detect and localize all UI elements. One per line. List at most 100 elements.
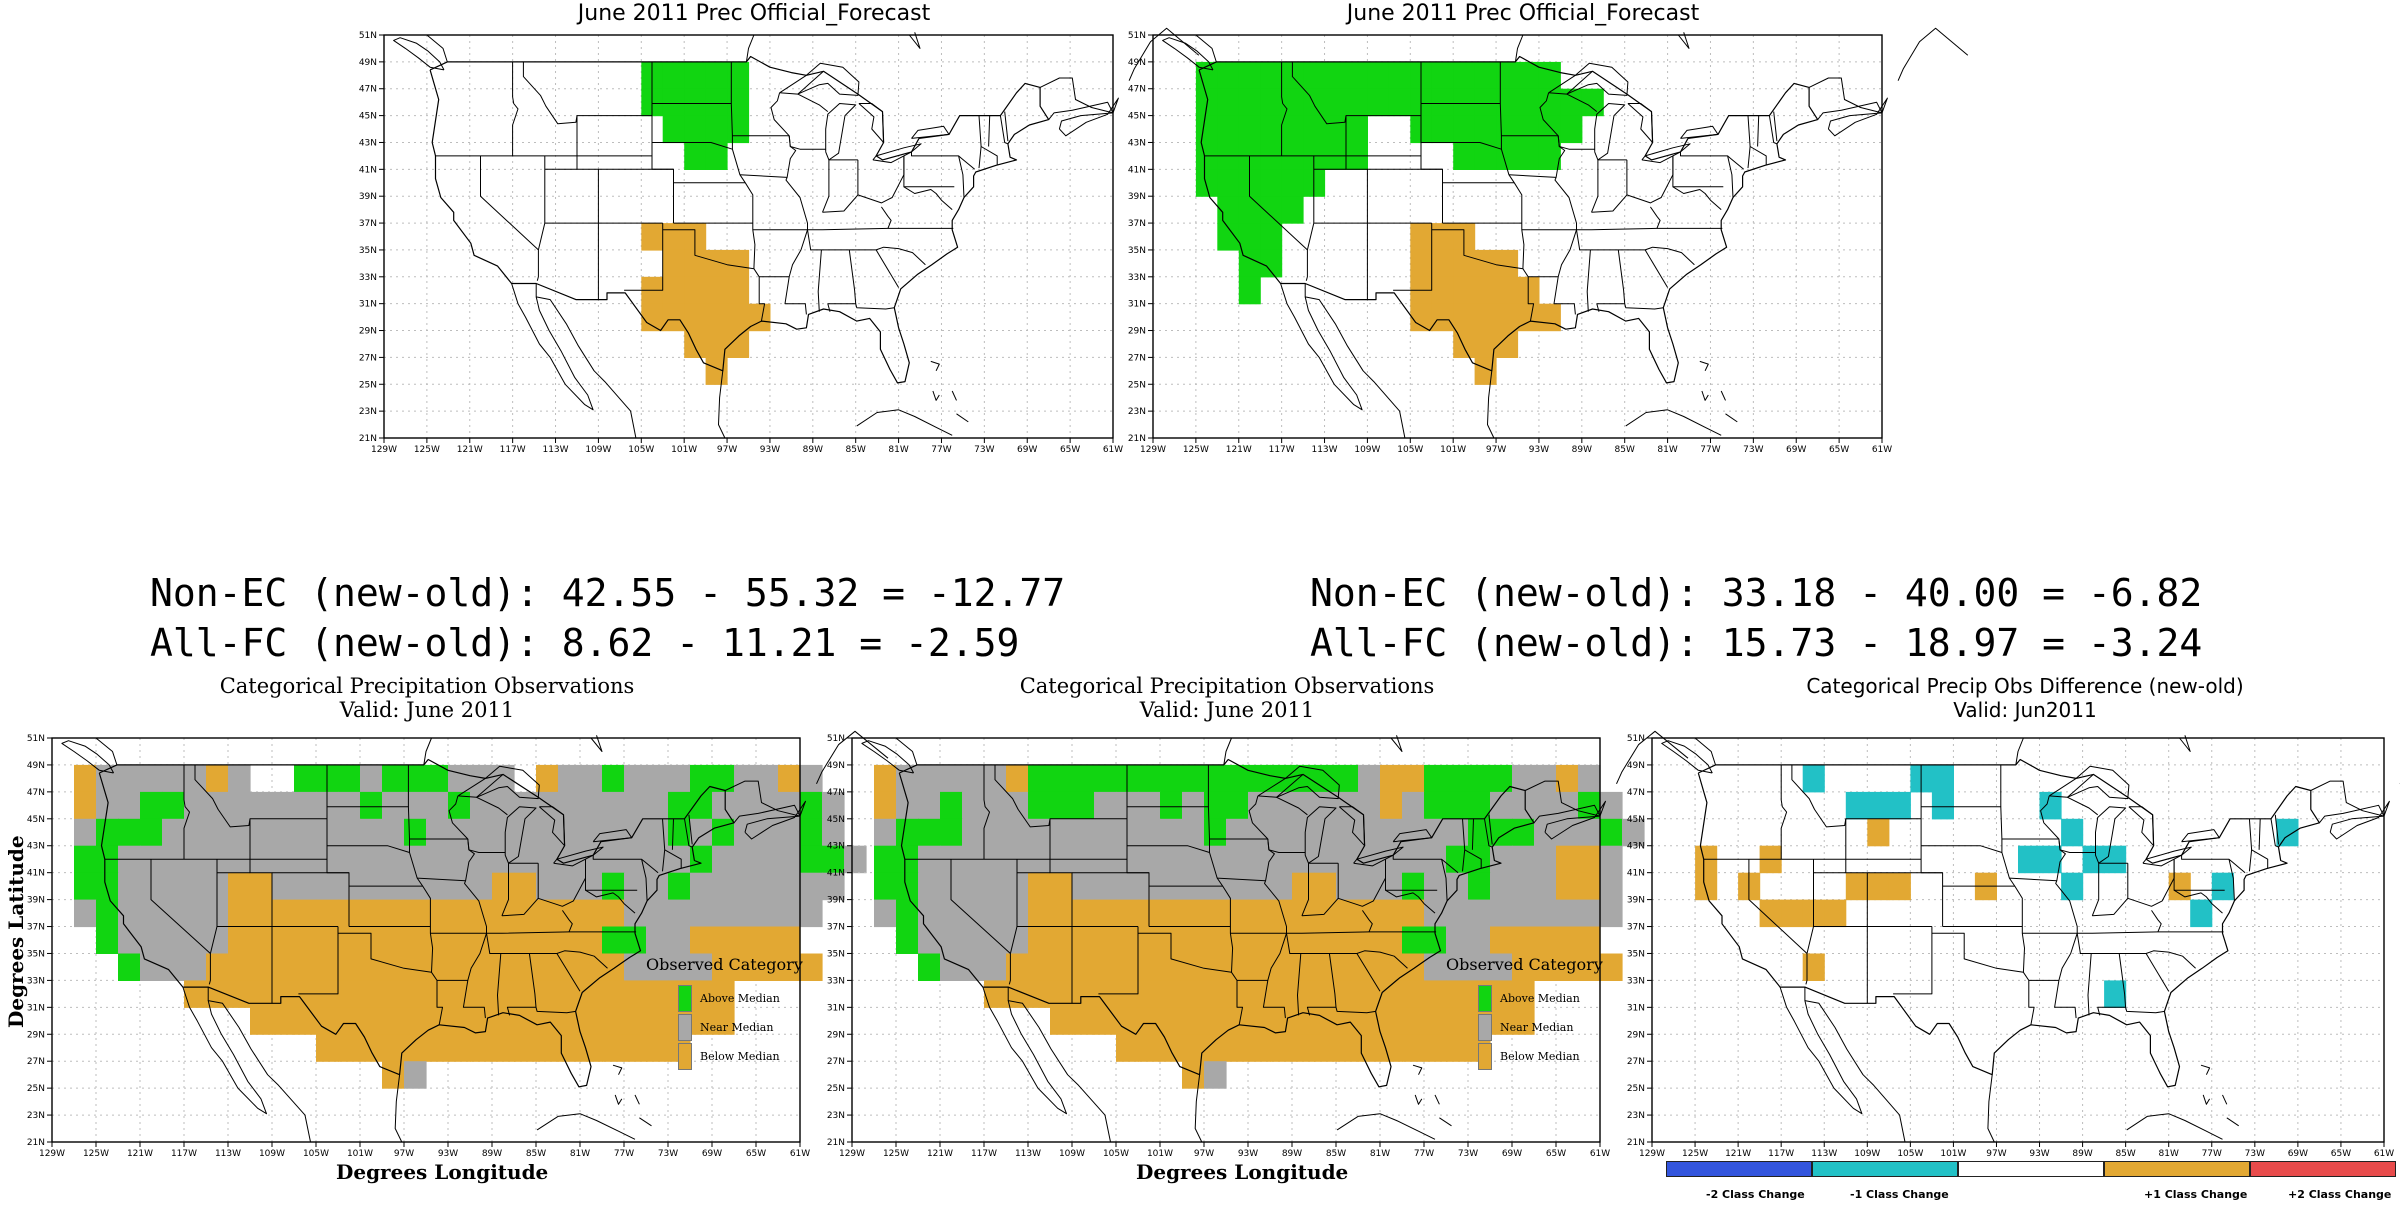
grid-cell: [580, 791, 603, 820]
grid-cell: [338, 845, 361, 874]
lon-tick-label: 109W: [1354, 445, 1380, 455]
grid-cell: [426, 953, 449, 981]
grid-cell: [1490, 953, 1513, 981]
stats-right-line-1: Non-EC (new-old): 33.18 - 40.00 = -6.82: [1310, 571, 2203, 615]
grid-cell: [662, 223, 685, 251]
colorbar-labels: -2 Class Change -1 Class Change +1 Class…: [1666, 1188, 2396, 1204]
grid-cell: [1248, 1007, 1271, 1035]
grid-cell: [1248, 845, 1271, 874]
grid-cell: [1474, 303, 1497, 332]
state-border: [183, 764, 190, 860]
lat-tick-label: 25N: [1627, 1084, 1645, 1094]
coastline: [745, 34, 755, 62]
grid-cell: [734, 764, 757, 793]
great-lake: [553, 846, 604, 867]
coastline: [2179, 735, 2191, 752]
grid-cell: [1182, 818, 1205, 847]
lat-tick-label: 33N: [359, 273, 377, 283]
grid-cell: [822, 872, 845, 901]
grid-cell: [1358, 872, 1381, 901]
grid-cell: [536, 872, 559, 901]
grid-cell: [338, 953, 361, 981]
grid-cell: [918, 764, 941, 793]
coastline: [2126, 1113, 2223, 1140]
lon-tick-label: 93W: [1529, 445, 1549, 455]
grid-cell: [800, 872, 823, 901]
grid-cell: [1160, 1034, 1183, 1062]
lat-tick-label: 23N: [1128, 407, 1146, 417]
grid-cell: [1094, 818, 1117, 847]
grid-cell: [705, 330, 728, 358]
state-border: [1727, 155, 1734, 198]
island: [932, 390, 940, 401]
grid-cell: [918, 926, 941, 954]
state-border: [2001, 839, 2025, 973]
grid-cell: [1336, 899, 1359, 928]
state-border: [1805, 859, 1814, 985]
grid-cell: [1578, 872, 1601, 901]
legend-item-below: Below Median: [678, 1042, 803, 1071]
grid-cell: [756, 764, 779, 793]
lon-tick-label: 97W: [1194, 1149, 1214, 1159]
grid-cell: [1468, 791, 1491, 820]
grid-cell: [1138, 818, 1161, 847]
grid-cell: [1160, 764, 1183, 793]
grid-cell: [602, 953, 625, 981]
map-frame: [1651, 737, 2385, 1143]
map-frame: [1152, 34, 1883, 439]
grid-cell: [1270, 845, 1293, 874]
grid-cell: [536, 899, 559, 928]
lon-tick-label: 73W: [658, 1149, 678, 1159]
grid-cell: [800, 953, 823, 981]
coastline: [426, 34, 448, 63]
grid-cell: [1248, 764, 1271, 793]
grid-cell: [514, 953, 537, 981]
great-lake: [1338, 806, 1366, 847]
grid-cell: [1512, 845, 1535, 874]
state-border: [1748, 859, 1808, 954]
grid-cell: [448, 845, 471, 874]
grid-cell: [1028, 926, 1051, 954]
state-border: [2151, 910, 2162, 933]
grid-cell: [1138, 953, 1161, 981]
map-panel-bottom-left: 21N 23N 25N 27N 29N 31N 33N 35N 37N 39N 41N 43N 45N 4…: [27, 730, 889, 1159]
grid-cell: [690, 764, 713, 793]
grid-cell: [778, 872, 801, 901]
lon-tick-label: 125W: [1183, 445, 1209, 455]
grid-cell: [1238, 115, 1261, 144]
state-border: [2000, 764, 2059, 840]
lon-tick-label: 101W: [1147, 1149, 1173, 1159]
grid-cell: [646, 899, 669, 928]
grid-cell: [1226, 1007, 1249, 1035]
state-border: [688, 814, 693, 845]
grid-cell: [492, 1007, 515, 1035]
state-border: [1508, 174, 1557, 178]
grid-cell: [984, 953, 1007, 981]
grid-cell: [360, 764, 383, 793]
grid-cell: [1138, 845, 1161, 874]
grid-cell: [1281, 196, 1304, 224]
grid-cell: [492, 818, 515, 847]
grid-cell: [382, 953, 405, 981]
grid-cell: [536, 818, 559, 847]
map-frame: [383, 34, 1114, 439]
grid-cell: [74, 845, 97, 874]
grid-cell: [1517, 303, 1540, 332]
grid-cell: [206, 926, 229, 954]
grid-cell: [294, 1007, 317, 1035]
grid-cell: [1204, 1061, 1227, 1089]
grid-cell: [1028, 872, 1051, 901]
grid-cell: [727, 115, 750, 144]
grid-cell: [940, 818, 963, 847]
lon-tick-label: 73W: [1743, 445, 1763, 455]
grid-cell: [1431, 115, 1454, 144]
grid-cell: [580, 980, 603, 1008]
grid-cell: [940, 764, 963, 793]
grid-cell: [1050, 980, 1073, 1008]
lon-tick-label: 93W: [438, 1149, 458, 1159]
lon-tick-label: 117W: [971, 1149, 997, 1159]
grid-cell: [1217, 115, 1240, 144]
lat-tick-label: 37N: [827, 923, 845, 933]
grid-cell: [602, 899, 625, 928]
grid-cell: [1138, 764, 1161, 793]
